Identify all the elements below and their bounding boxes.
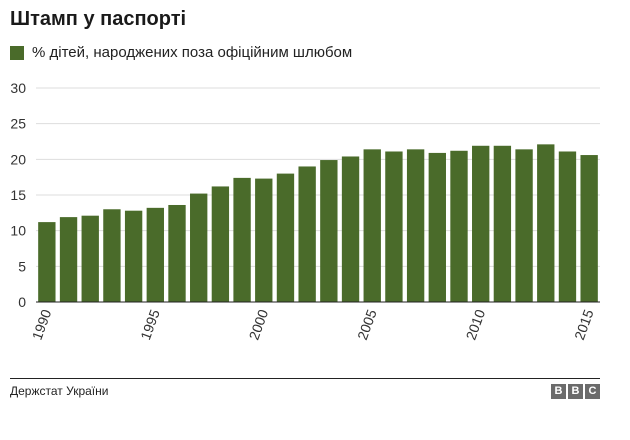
bar-2003 (320, 160, 338, 302)
x-tick-label: 2010 (463, 307, 489, 342)
x-tick-label: 1995 (137, 307, 163, 342)
y-tick-label: 10 (10, 223, 26, 239)
bar-2006 (385, 151, 403, 302)
legend-label: % дітей, народжених поза офіційним шлюбо… (32, 44, 353, 61)
bar-2000 (255, 178, 273, 302)
y-tick-label: 30 (10, 80, 26, 96)
x-tick-label: 2015 (571, 307, 597, 342)
bar-2007 (406, 149, 425, 302)
bbc-logo: B B C (551, 384, 600, 399)
bar-2012 (515, 149, 533, 302)
logo-letter-b1: B (551, 384, 566, 399)
bar-1998 (211, 186, 230, 302)
y-tick-label: 0 (18, 294, 26, 310)
y-tick-label: 5 (18, 258, 26, 274)
bar-2009 (450, 150, 468, 302)
chart-title: Штамп у паспорті (10, 8, 187, 30)
bar-1990 (38, 222, 56, 302)
bar-1996 (168, 204, 186, 302)
bar-2011 (493, 145, 512, 302)
bar-1991 (59, 217, 78, 302)
bar-2015 (580, 155, 598, 302)
y-tick-label: 20 (10, 151, 26, 167)
legend-swatch (10, 45, 24, 60)
y-tick-label: 25 (10, 116, 26, 132)
footer-divider (10, 378, 600, 379)
bar-1993 (103, 209, 121, 302)
bar-1999 (233, 177, 251, 302)
legend: % дітей, народжених поза офіційним шлюбо… (10, 44, 352, 61)
x-tick-label: 1990 (29, 307, 55, 342)
x-tick-label: 2005 (354, 307, 380, 342)
logo-letter-c: C (585, 384, 600, 399)
bar-2010 (472, 145, 490, 302)
x-tick-label: 2000 (246, 307, 272, 342)
source-note: Держстат України (10, 384, 109, 398)
bar-1992 (81, 215, 99, 302)
bar-2013 (537, 144, 555, 302)
bar-2005 (363, 149, 381, 302)
bar-1995 (146, 207, 164, 302)
bar-2008 (428, 152, 446, 302)
bar-2001 (276, 173, 295, 302)
bar-2014 (558, 151, 577, 302)
bar-1994 (124, 210, 143, 302)
bar-2002 (298, 166, 316, 302)
y-tick-label: 15 (10, 187, 26, 203)
bar-1997 (190, 193, 208, 302)
bar-2004 (341, 156, 360, 302)
logo-letter-b2: B (568, 384, 583, 399)
